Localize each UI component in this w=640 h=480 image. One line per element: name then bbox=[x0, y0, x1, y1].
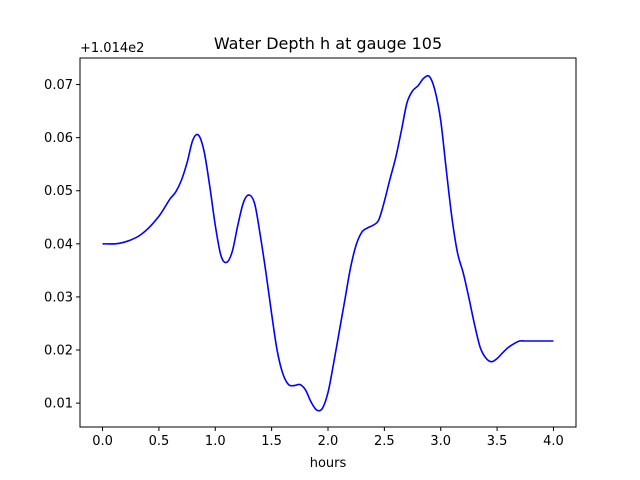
x-tick-label: 1.5 bbox=[261, 434, 282, 449]
chart-title: Water Depth h at gauge 105 bbox=[214, 34, 442, 53]
y-tick-label: 0.07 bbox=[44, 78, 73, 93]
x-axis-label: hours bbox=[310, 456, 347, 471]
x-tick-label: 4.0 bbox=[543, 434, 564, 449]
x-axis: 0.0 0.5 1.0 1.5 2.0 2.5 3.0 3.5 4.0 bbox=[92, 427, 564, 449]
x-tick-label: 0.5 bbox=[149, 434, 170, 449]
x-tick-label: 3.5 bbox=[487, 434, 508, 449]
y-tick-label: 0.06 bbox=[44, 131, 73, 146]
y-tick-label: 0.04 bbox=[44, 237, 73, 252]
x-tick-label: 0.0 bbox=[92, 434, 113, 449]
y-tick-label: 0.03 bbox=[44, 290, 73, 305]
y-axis-offset-label: +1.014e2 bbox=[80, 41, 144, 56]
plot-frame bbox=[79, 57, 577, 428]
x-tick-label: 3.0 bbox=[430, 434, 451, 449]
x-tick-label: 2.0 bbox=[318, 434, 339, 449]
x-tick-label: 1.0 bbox=[205, 434, 226, 449]
series-line-water-depth bbox=[102, 74, 554, 412]
series-layer bbox=[102, 74, 554, 412]
y-tick-label: 0.02 bbox=[44, 344, 73, 359]
plot-area bbox=[79, 57, 577, 428]
x-tick-label: 2.5 bbox=[374, 434, 395, 449]
y-axis: 0.01 0.02 0.03 0.04 0.05 0.06 0.07 bbox=[44, 78, 80, 412]
y-tick-label: 0.05 bbox=[44, 184, 73, 199]
y-tick-label: 0.01 bbox=[44, 397, 73, 412]
